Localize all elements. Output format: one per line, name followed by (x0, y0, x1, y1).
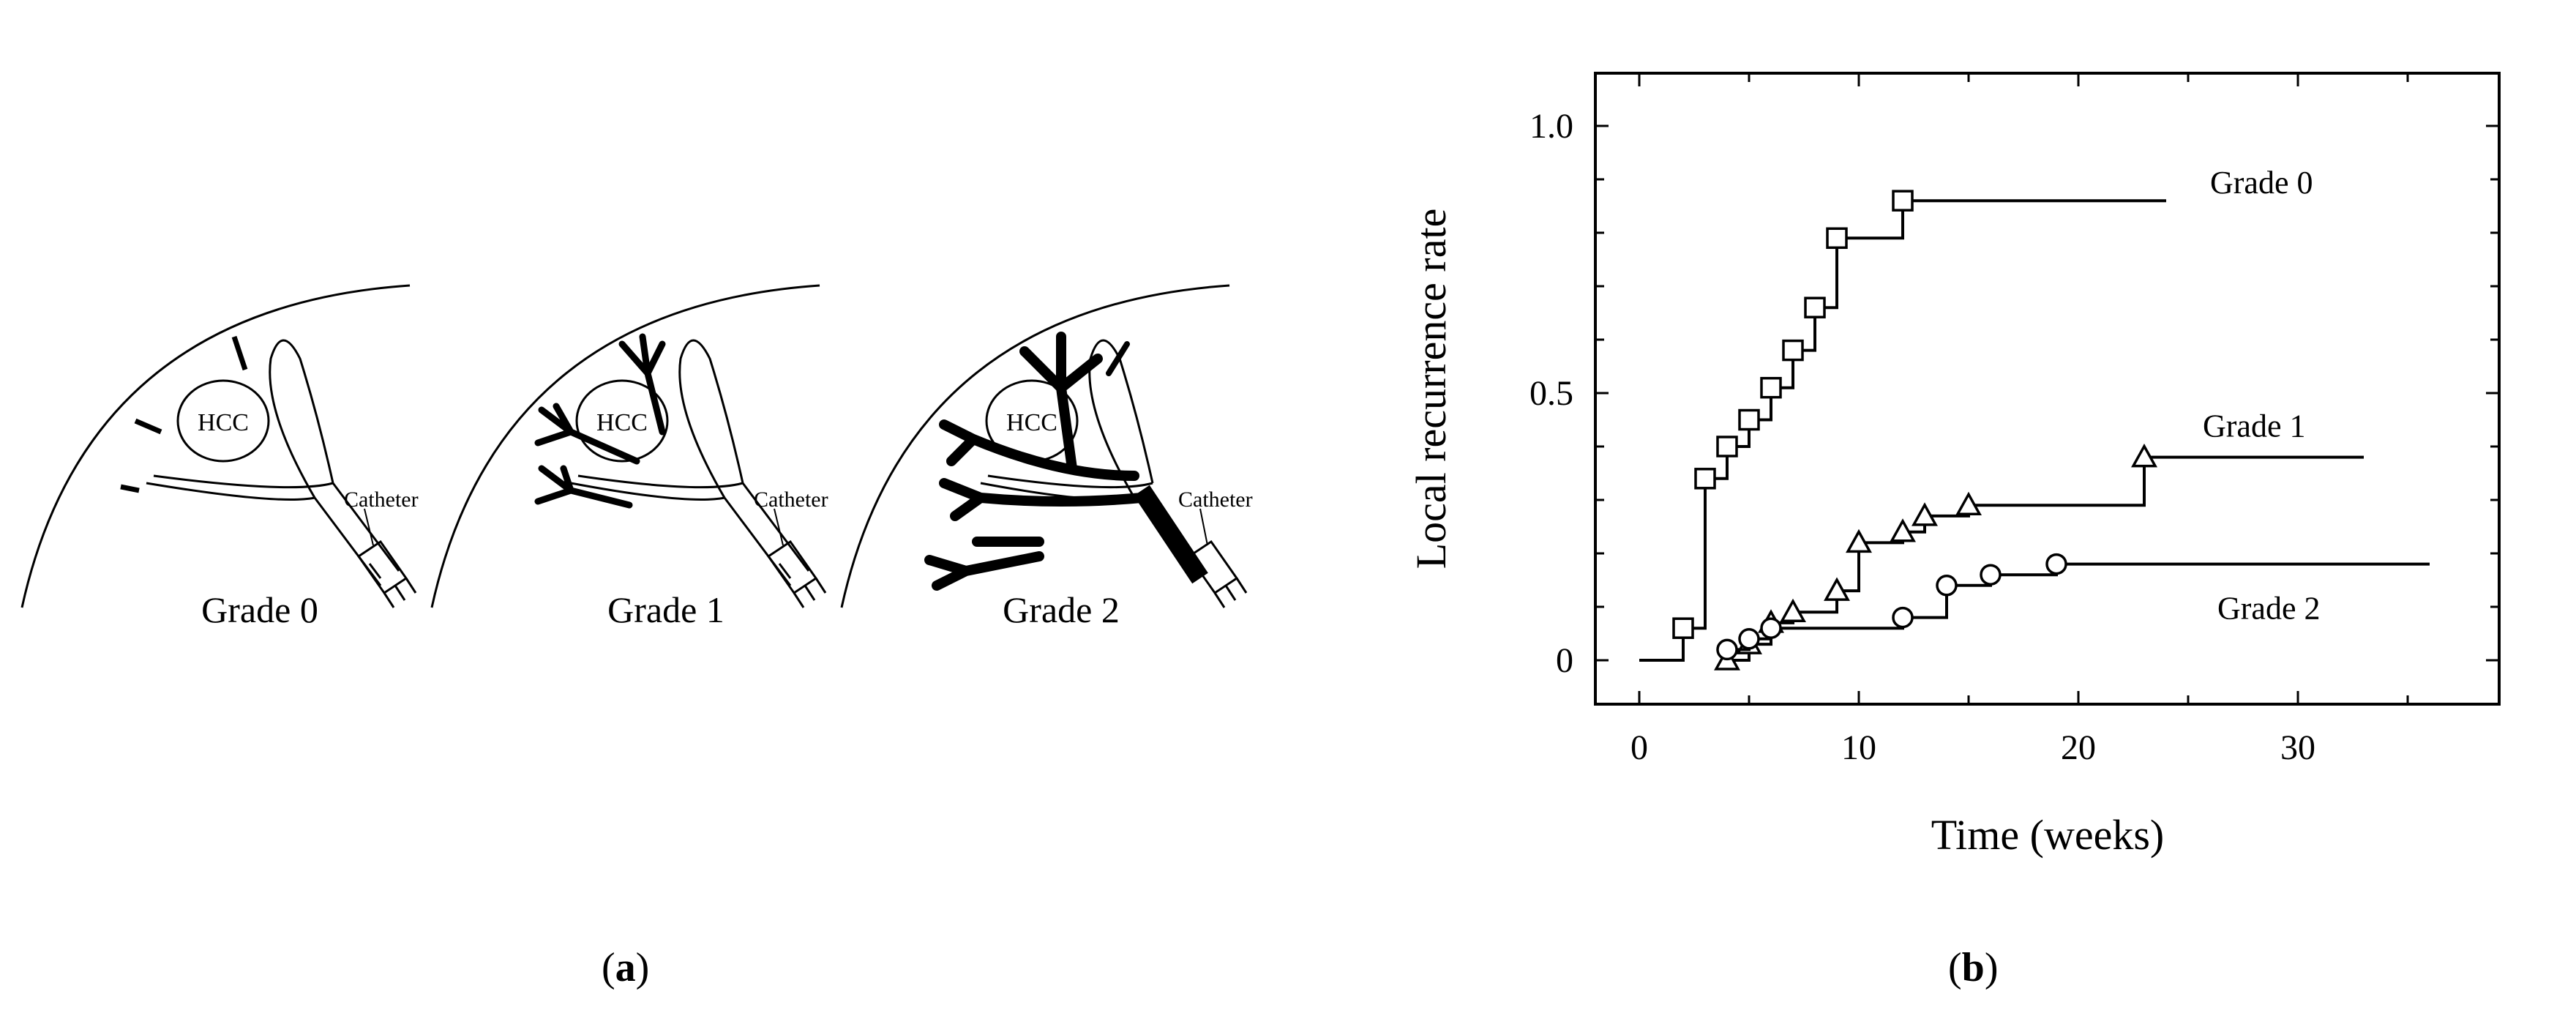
series-line-2 (1727, 455, 2364, 662)
catheter-pointer (364, 508, 374, 546)
data-point-square (1826, 227, 1848, 250)
y-tick-label: 0.5 (1530, 374, 1573, 413)
series-line-3 (1727, 562, 2430, 651)
data-point-circle (1716, 638, 1738, 661)
data-point-square (1694, 468, 1716, 490)
grade-2-diagram: HCC Catheter Grade 2 (840, 284, 1253, 630)
series-label: Grade 1 (2203, 408, 2306, 444)
data-point-circle (1936, 575, 1958, 597)
grade-title: Grade 0 (201, 589, 318, 630)
series-label: Grade 2 (2217, 591, 2321, 627)
collateral-branch (1019, 332, 1103, 474)
data-point-square (1782, 339, 1804, 362)
data-point-triangle (1824, 577, 1850, 601)
hepatic-artery-upper (1088, 339, 1154, 498)
panel-b-label: (b) (1948, 945, 1999, 990)
collateral-branch (534, 403, 640, 465)
y-tick-label: 1.0 (1530, 107, 1573, 146)
liver-contour (840, 284, 1230, 608)
y-axis-label: Local recurrence rate (1407, 209, 1455, 569)
vessel-stump (120, 484, 140, 493)
grade-title: Grade 2 (1003, 589, 1120, 630)
data-point-triangle (1846, 528, 1872, 553)
data-point-circle (1980, 564, 2002, 586)
catheter-tail (383, 578, 417, 608)
tumor-label: HCC (198, 409, 249, 436)
plot-frame (1594, 72, 2501, 706)
tumor-label: HCC (596, 409, 648, 436)
data-point-triangle (1955, 491, 1982, 516)
grade-1-diagram: HCC Catheter Grade 1 (430, 284, 828, 630)
data-point-triangle (2131, 443, 2157, 468)
collateral-branch (1106, 341, 1130, 376)
x-tick-label: 30 (2280, 728, 2315, 767)
catheter-tail (793, 578, 827, 608)
collateral-branch (939, 419, 1139, 481)
data-point-triangle (1890, 518, 1916, 542)
catheter-label: Catheter (754, 488, 828, 512)
liver-contour (430, 284, 820, 608)
catheter (1187, 539, 1239, 595)
enlarged-artery (1134, 485, 1208, 584)
data-point-circle (1892, 606, 1914, 629)
catheter-label: Catheter (1178, 488, 1253, 512)
data-point-circle (1760, 617, 1782, 639)
collateral-branch (618, 333, 666, 436)
data-point-triangle (1912, 502, 1938, 526)
data-point-square (1760, 376, 1782, 399)
x-axis-label: Time (weeks) (1931, 811, 2164, 859)
series-label: Grade 0 (2210, 165, 2313, 201)
data-point-square (1804, 296, 1826, 318)
data-point-square (1672, 617, 1694, 639)
x-tick-label: 0 (1630, 728, 1648, 767)
x-tick-label: 10 (1841, 728, 1876, 767)
panel-a-label: (a) (602, 945, 650, 990)
data-point-circle (2045, 553, 2067, 575)
vessel-stump (134, 418, 162, 435)
data-point-triangle (1780, 598, 1806, 623)
data-point-square (1738, 408, 1760, 431)
recurrence-chart: 0 10 20 30 0 0.5 1.0 Time (weeks) Local recurren… (1407, 72, 2501, 859)
y-tick-label: 0 (1556, 641, 1573, 680)
series-line-1 (1639, 199, 2166, 662)
panel-a-diagram: HCC Catheter Grade 0 HCC Catheter Grade … (20, 284, 1253, 630)
collateral-branch (534, 465, 633, 509)
collateral-branch (939, 478, 1147, 521)
hepatic-artery-lower (146, 474, 334, 501)
data-point-circle (1738, 628, 1760, 650)
hepatic-artery-upper (678, 339, 744, 498)
grade-0-diagram: HCC Catheter Grade 0 (20, 284, 419, 630)
hepatic-artery-upper (269, 339, 334, 498)
data-point-square (1716, 436, 1738, 457)
vessel-stump (231, 335, 248, 371)
grade-title: Grade 1 (607, 589, 724, 630)
catheter-pointer (1199, 508, 1208, 546)
data-point-square (1892, 190, 1914, 212)
catheter-label: Catheter (344, 488, 419, 512)
collateral-branch (924, 537, 1044, 591)
catheter-tail (1213, 578, 1248, 608)
tumor-circle (176, 379, 270, 463)
hepatic-artery-lower (570, 474, 744, 501)
liver-contour (20, 284, 411, 608)
tumor-circle (575, 379, 669, 463)
tumor-label: HCC (1006, 409, 1057, 436)
catheter-pointer (774, 508, 784, 546)
x-tick-label: 20 (2061, 728, 2096, 767)
